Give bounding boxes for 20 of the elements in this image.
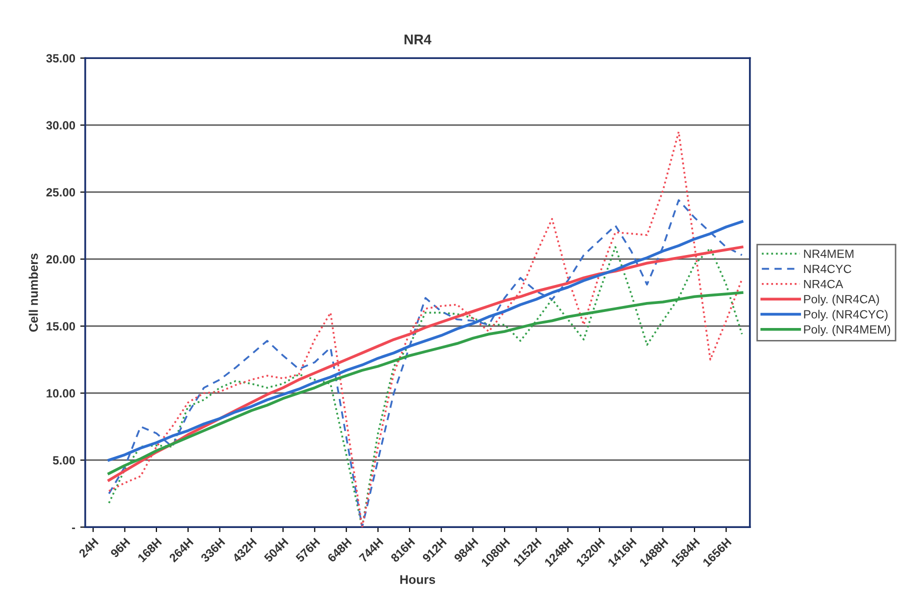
- legend-label: Poly. (NR4CYC): [804, 310, 888, 321]
- y-tick-label: 15.00: [46, 322, 76, 331]
- line-series: [108, 220, 744, 462]
- legend-label: NR4CA: [804, 280, 844, 288]
- y-tick-label: 25.00: [46, 188, 76, 196]
- legend-label: Poly. (NR4CA): [804, 294, 879, 306]
- y-tick-label: 20.00: [46, 255, 76, 264]
- y-tick-label: -: [72, 528, 76, 530]
- legend-label: Poly. (NR4MEM): [804, 324, 890, 336]
- x-axis-title: Hours: [400, 575, 436, 584]
- y-tick-label: 35.00: [46, 54, 76, 63]
- legend-label: NR4MEM: [804, 250, 854, 258]
- chart-title: NR4: [404, 34, 432, 44]
- line-series: [108, 130, 743, 528]
- y-tick-label: 30.00: [46, 121, 76, 130]
- y-tick-label: 5.00: [52, 456, 76, 465]
- y-axis-title: Cell numbers: [28, 254, 38, 332]
- legend-label: NR4CYC: [804, 264, 852, 274]
- y-tick-label: 10.00: [46, 389, 76, 398]
- x-tick-label: 96H: [110, 538, 130, 558]
